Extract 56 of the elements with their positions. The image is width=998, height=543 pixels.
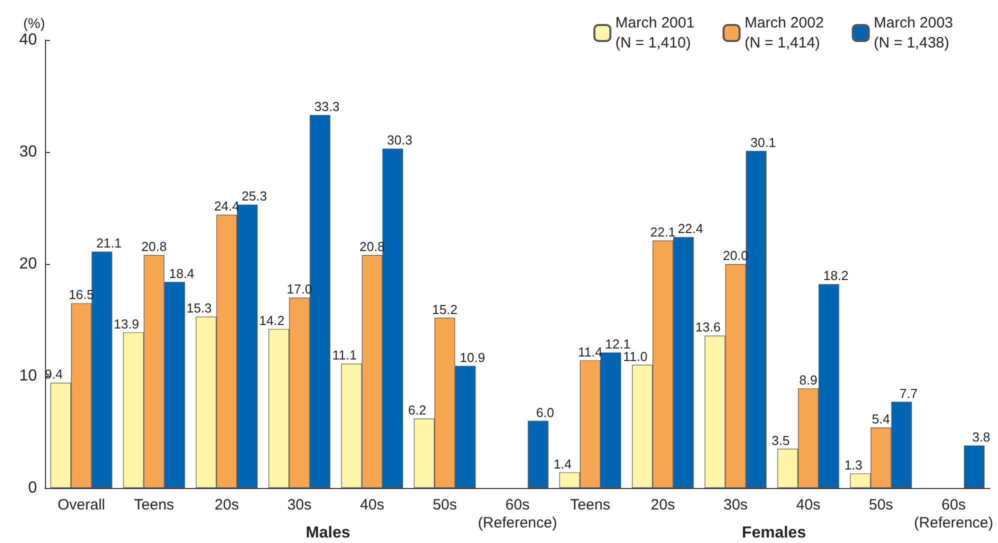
x-tick-label: 40s [360,496,384,514]
data-label: 11.4 [578,344,602,360]
data-label: 1.3 [844,457,862,472]
x-tick-label: Teens [134,496,174,514]
x-tick-label: 50s [432,496,457,514]
data-label: 6.2 [408,402,426,418]
text: Males [306,524,350,542]
data-label: 22.4 [678,221,704,236]
data-label: 13.6 [695,320,721,335]
x-tick-label: 30s [287,496,312,514]
data-label: 8.9 [799,372,818,388]
data-label: 3.8 [972,429,990,444]
legend-label: March 2003 (N = 1,438) [874,14,954,52]
x-tick-label: Teens [570,496,610,514]
y-tick-label: 10 [19,368,38,384]
data-label: 5.4 [872,412,890,427]
data-label: 10.9 [460,350,486,365]
data-label: 13.9 [114,316,140,332]
data-label: 25.3 [242,188,267,204]
text: Females [742,524,806,542]
x-tick-label: Overall [58,496,106,514]
bar [528,420,548,488]
y-tick-label: 20 [19,256,38,272]
data-label: 30.3 [387,132,412,148]
legend-label: March 2001 (N = 1,410) [615,14,695,52]
data-label: 33.3 [314,99,340,114]
x-tick-label: 30s [723,496,748,514]
data-label: 15.3 [186,300,212,316]
data-label: 22.1 [650,224,676,240]
legend-label: March 2002 (N = 1,414) [744,14,824,52]
data-label: 14.2 [259,312,284,328]
data-label: 11.0 [623,348,648,364]
data-label: 24.4 [214,198,240,214]
x-tick-label: 20s [650,496,675,514]
data-label: 18.4 [168,266,194,281]
y-tick-label: 0 [28,480,38,496]
data-label: 12.1 [605,336,630,352]
data-label: 20.8 [141,239,167,254]
x-tick-label: 50s [868,496,894,514]
x-tick-label: 20s [214,496,239,514]
x-tick-label: 60s (Reference) [478,496,558,532]
bar [964,445,985,488]
data-label: 11.1 [332,348,357,363]
data-label: 1.4 [554,456,572,472]
data-label: 21.1 [96,236,122,251]
data-label: 6.0 [536,404,554,420]
data-label: 18.2 [823,268,849,284]
x-tick-label: 60s (Reference) [914,496,994,532]
y-axis-title: (%) [23,15,45,31]
y-tick-label: 40 [19,32,38,48]
x-tick-label: 40s [796,496,820,514]
data-label: 7.7 [900,386,918,401]
data-label: 3.5 [772,432,790,448]
data-label: 15.2 [432,302,458,317]
y-tick-label: 30 [19,144,38,160]
data-label: 30.1 [750,134,776,150]
